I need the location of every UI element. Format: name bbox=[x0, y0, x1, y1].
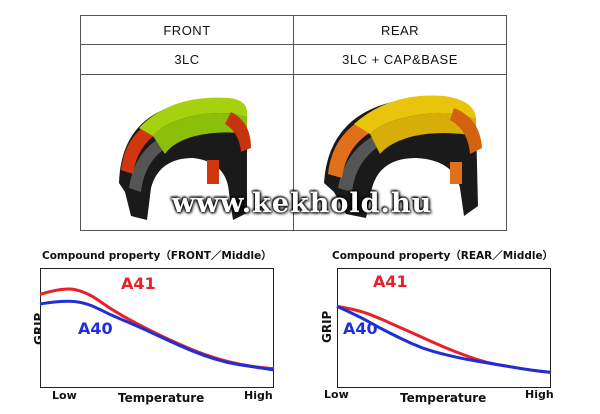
series-line-a40 bbox=[336, 305, 552, 374]
table-divider-compound bbox=[81, 74, 506, 75]
series-label-a40: A40 bbox=[343, 319, 378, 338]
front-tire-left-shoulder bbox=[121, 122, 159, 174]
x-tick-high: High bbox=[525, 388, 554, 401]
table-divider-header bbox=[81, 44, 506, 45]
front-tire-illustration bbox=[119, 97, 251, 220]
table-divider-vertical bbox=[293, 16, 294, 230]
compound-comparison-table: FRONT REAR 3LC 3LC + CAP&BASE bbox=[80, 15, 507, 231]
front-tire-tread-face bbox=[153, 113, 247, 154]
front-tire-tread bbox=[139, 97, 248, 136]
series-line-a41 bbox=[336, 304, 552, 374]
rear-tire-shoulder-band bbox=[450, 162, 462, 184]
series-label-a41: A41 bbox=[121, 274, 156, 293]
rear-tire-illustration bbox=[324, 95, 482, 218]
front-tire-right-shoulder bbox=[225, 112, 251, 152]
chart-title: Compound property（FRONT／Middle） bbox=[42, 250, 272, 262]
rear-chart-lines bbox=[336, 304, 552, 374]
x-tick-low: Low bbox=[324, 388, 349, 401]
x-tick-low: Low bbox=[52, 389, 77, 402]
compound-rear: 3LC + CAP&BASE bbox=[342, 52, 458, 67]
front-grip-chart: Compound property（FRONT／Middle） GRIP A41… bbox=[0, 244, 290, 414]
plot-area bbox=[40, 268, 274, 388]
rear-tire-tread-face bbox=[370, 113, 476, 154]
header-front: FRONT bbox=[163, 23, 211, 38]
series-label-a40: A40 bbox=[78, 319, 113, 338]
front-chart-lines bbox=[39, 287, 275, 372]
series-line-a40 bbox=[39, 299, 275, 372]
rear-grip-chart: Compound property（REAR／Middle） GRIP A41 … bbox=[300, 244, 600, 414]
chart-title: Compound property（REAR／Middle） bbox=[332, 250, 554, 262]
x-tick-high: High bbox=[244, 389, 273, 402]
x-axis-label: Temperature bbox=[118, 391, 205, 405]
header-rear: REAR bbox=[380, 23, 420, 38]
compound-front: 3LC bbox=[174, 52, 200, 67]
rear-tire-tread bbox=[354, 95, 476, 134]
watermark: www.kekhold.hu bbox=[171, 188, 433, 219]
rear-tire-right-shoulder bbox=[450, 108, 482, 154]
x-axis-label: Temperature bbox=[400, 391, 487, 405]
front-tire-shoulder-band bbox=[207, 160, 219, 184]
rear-tire-left-shoulder bbox=[328, 118, 374, 178]
series-label-a41: A41 bbox=[373, 272, 408, 291]
